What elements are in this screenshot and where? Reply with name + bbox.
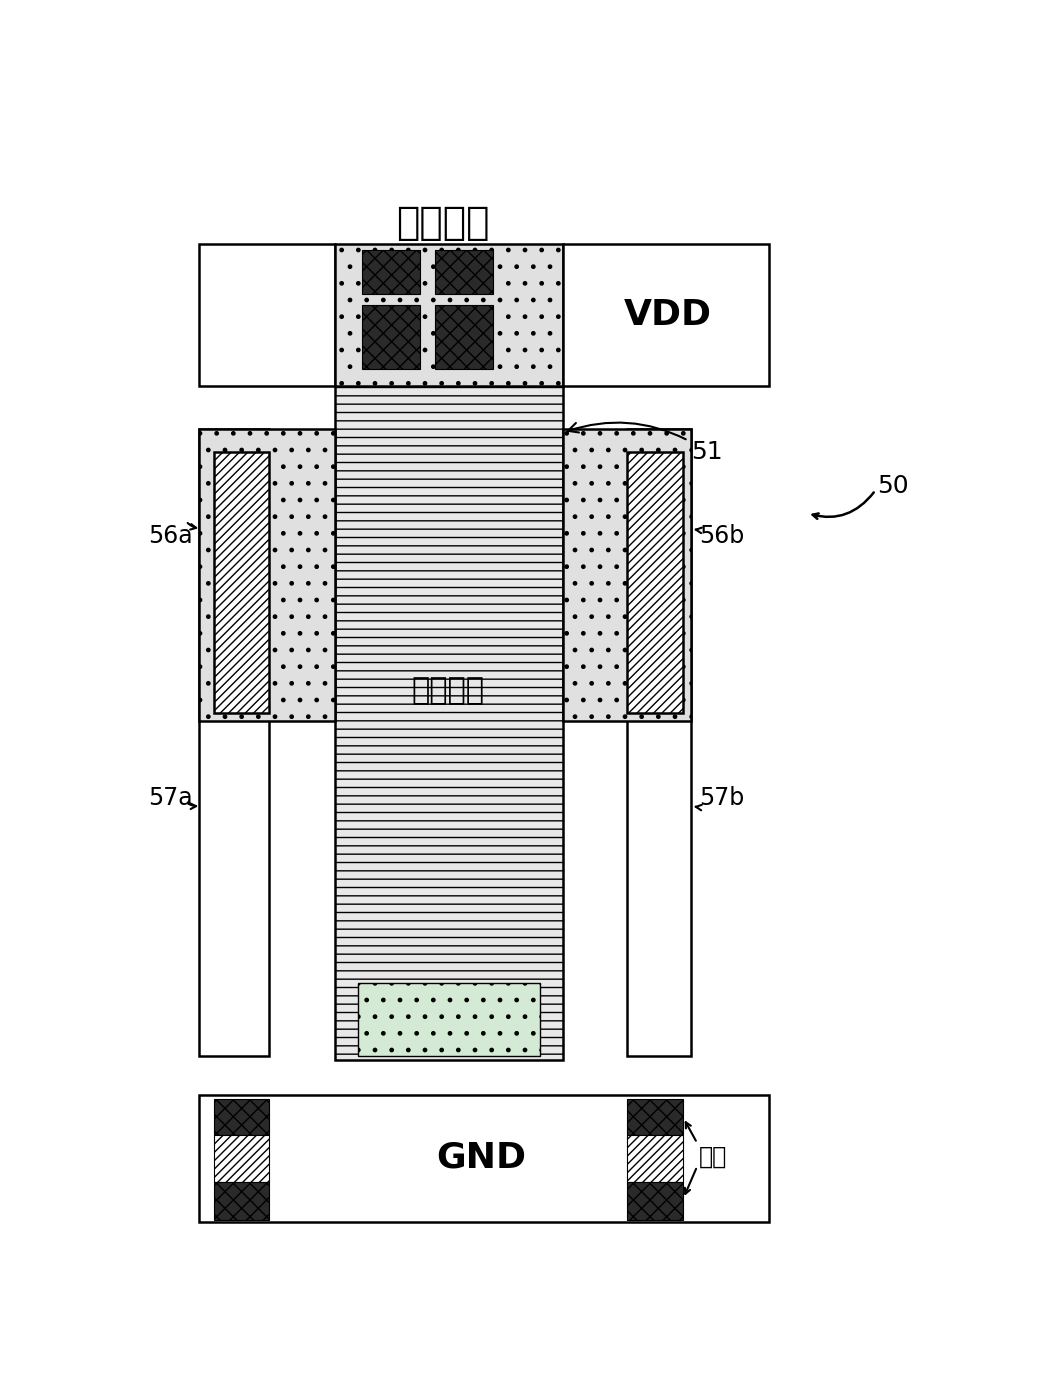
Bar (628, 428, 691, 1056)
Bar (628, 1182, 683, 1220)
Bar (334, 243, 563, 386)
Bar (199, 428, 334, 721)
Text: 56b: 56b (699, 524, 744, 549)
Bar (358, 983, 539, 1056)
Bar (214, 1098, 268, 1136)
Bar (199, 243, 334, 386)
Text: 57b: 57b (699, 787, 744, 810)
Bar (362, 250, 420, 293)
Text: 51: 51 (568, 423, 722, 464)
Bar (214, 1182, 268, 1220)
Bar (435, 306, 494, 368)
Text: GND: GND (436, 1141, 527, 1175)
Bar (199, 428, 268, 1056)
Bar (362, 306, 420, 368)
Text: 多晶硅栅: 多晶硅栅 (412, 676, 485, 705)
Text: 现有技术: 现有技术 (396, 204, 489, 242)
Text: 50: 50 (877, 474, 909, 499)
Bar (563, 243, 768, 386)
Text: VDD: VDD (624, 297, 712, 332)
Bar (334, 386, 563, 1061)
Bar (435, 250, 494, 293)
Bar (199, 1095, 768, 1222)
Text: 57a: 57a (149, 787, 194, 810)
Bar (628, 452, 683, 713)
Text: 通孔: 通孔 (699, 1144, 727, 1168)
Text: 56a: 56a (149, 524, 194, 549)
Bar (214, 1136, 268, 1182)
Bar (563, 428, 691, 721)
Bar (628, 1098, 683, 1136)
Bar (628, 1136, 683, 1182)
Bar (214, 452, 268, 713)
